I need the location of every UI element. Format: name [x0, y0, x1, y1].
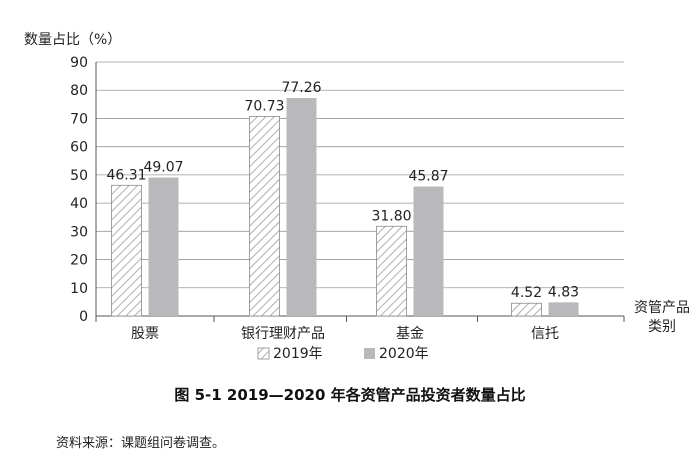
source-note: 资料来源：课题组问卷调查。 — [56, 436, 226, 451]
legend: 2019年 2020年 — [257, 346, 429, 362]
y-tick-label: 70 — [70, 111, 88, 127]
data-label: 70.73 — [244, 98, 284, 114]
bar-2020-2 — [413, 186, 444, 316]
x-axis-title: 资管产品类别 — [634, 300, 690, 335]
bar-2019-3 — [511, 302, 542, 317]
data-label: 46.31 — [106, 167, 146, 183]
x-tick-label: 股票 — [131, 326, 159, 342]
bar-2020-0 — [148, 177, 179, 316]
bar-2020-1 — [286, 97, 317, 316]
bar-2019-1 — [249, 115, 280, 317]
y-tick-label: 50 — [70, 168, 88, 184]
y-tick-label: 10 — [70, 281, 88, 297]
bar-2019-0 — [111, 184, 142, 317]
data-label: 4.83 — [548, 284, 579, 300]
y-tick-label: 60 — [70, 140, 88, 156]
y-tick-label: 40 — [70, 196, 88, 212]
bar-2019-2 — [376, 225, 407, 317]
x-tick-label: 银行理财产品 — [241, 326, 325, 342]
x-tick-label: 基金 — [396, 325, 424, 342]
y-tick-label: 80 — [70, 83, 88, 99]
data-label: 49.07 — [143, 160, 183, 176]
figure-caption: 图 5-1 2019—2020 年各资管产品投资者数量占比 — [174, 386, 526, 404]
legend-swatch-2020 — [364, 348, 375, 359]
data-label: 77.26 — [281, 80, 321, 96]
data-label: 45.87 — [408, 169, 448, 185]
bar-2020-3 — [548, 302, 579, 316]
data-label: 31.80 — [371, 208, 411, 224]
y-tick-label: 30 — [70, 224, 88, 240]
y-tick-label: 90 — [70, 55, 88, 71]
legend-label: 2020年 — [379, 346, 429, 362]
bars — [111, 97, 579, 317]
legend-label: 2019年 — [273, 346, 323, 362]
y-tick-label: 20 — [70, 253, 88, 269]
y-tick-label: 0 — [79, 309, 88, 325]
x-tick-label: 信托 — [531, 326, 559, 342]
legend-swatch-2019 — [257, 347, 270, 360]
y-axis-title: 数量占比（%） — [24, 32, 121, 48]
data-label: 4.52 — [511, 285, 542, 301]
gridlines — [96, 61, 624, 289]
